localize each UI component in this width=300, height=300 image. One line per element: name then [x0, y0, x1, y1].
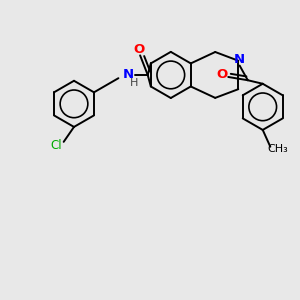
- Text: CH₃: CH₃: [267, 144, 288, 154]
- Text: O: O: [216, 68, 227, 81]
- Text: N: N: [234, 53, 245, 66]
- Text: O: O: [134, 43, 145, 56]
- Text: N: N: [123, 68, 134, 81]
- Text: H: H: [129, 78, 138, 88]
- Text: Cl: Cl: [50, 139, 62, 152]
